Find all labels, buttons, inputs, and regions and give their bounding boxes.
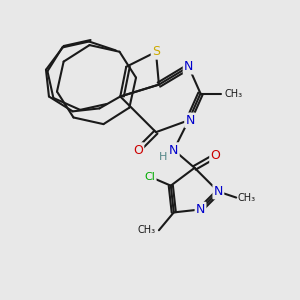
Text: N: N xyxy=(214,185,223,198)
Text: N: N xyxy=(169,143,178,157)
Text: O: O xyxy=(211,149,220,162)
Text: O: O xyxy=(133,143,143,157)
Text: CH₃: CH₃ xyxy=(138,225,156,235)
Text: N: N xyxy=(184,60,193,73)
Text: CH₃: CH₃ xyxy=(238,193,256,202)
Text: S: S xyxy=(152,45,160,58)
Text: Cl: Cl xyxy=(145,172,155,182)
Text: N: N xyxy=(185,114,195,127)
Text: H: H xyxy=(159,152,168,162)
Text: N: N xyxy=(196,203,205,216)
Text: CH₃: CH₃ xyxy=(224,88,242,98)
